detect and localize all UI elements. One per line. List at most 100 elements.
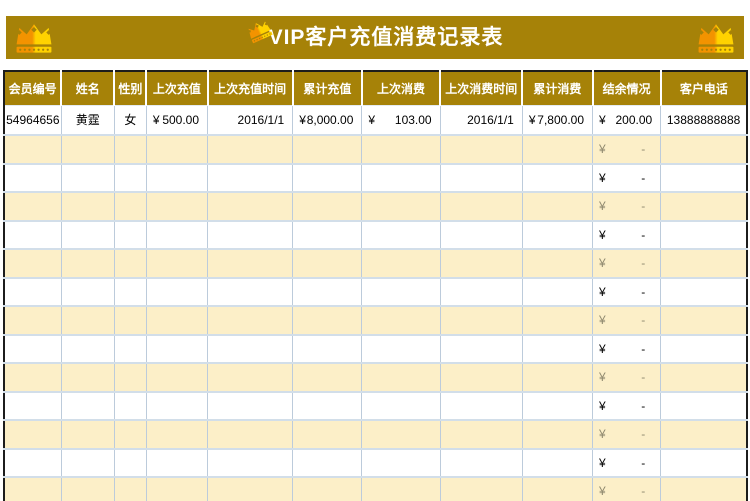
table-cell[interactable] [440,363,523,393]
table-cell[interactable]: ¥7,800.00 [522,105,594,136]
table-cell[interactable] [522,220,594,250]
table-cell[interactable] [292,391,363,421]
table-cell[interactable] [4,391,62,421]
column-header[interactable]: 客户电话 [660,71,747,106]
table-cell[interactable] [292,192,363,222]
table-cell[interactable] [292,477,363,501]
table-cell[interactable] [114,477,147,501]
table-cell[interactable] [440,220,523,250]
table-cell[interactable] [207,306,294,336]
table-cell[interactable] [4,334,62,364]
table-cell[interactable] [114,420,147,450]
table-cell[interactable] [440,306,523,336]
column-header[interactable]: 姓名 [61,71,116,106]
table-cell[interactable] [522,306,594,336]
table-cell[interactable] [61,220,115,250]
table-cell[interactable] [440,135,523,165]
table-cell[interactable]: 黄霆 [61,105,115,136]
table-cell[interactable] [4,163,62,193]
table-cell[interactable] [361,448,441,478]
table-cell[interactable] [146,163,209,193]
table-cell[interactable] [4,192,62,222]
table-cell[interactable] [440,420,523,450]
balance-cell[interactable]: ¥ - [592,249,662,279]
table-cell[interactable] [114,334,147,364]
table-cell[interactable] [440,477,523,501]
table-cell[interactable] [440,448,523,478]
table-cell[interactable] [660,363,747,393]
table-cell[interactable] [207,249,294,279]
table-cell[interactable] [522,277,594,307]
table-cell[interactable] [361,306,441,336]
table-cell[interactable] [292,448,363,478]
table-cell[interactable]: 13888888888 [660,105,747,136]
table-cell[interactable] [146,448,209,478]
table-cell[interactable] [4,249,62,279]
column-header[interactable]: 上次消费时间 [440,71,524,106]
table-cell[interactable]: 2016/1/1 [440,105,523,136]
table-cell[interactable] [522,420,594,450]
table-cell[interactable] [4,448,62,478]
table-cell[interactable] [61,135,115,165]
table-cell[interactable] [522,135,594,165]
table-cell[interactable] [4,477,62,501]
balance-cell[interactable]: ¥ - [592,306,662,336]
column-header[interactable]: 累计充值 [292,71,363,106]
table-cell[interactable]: 2016/1/1 [207,105,294,136]
table-cell[interactable] [207,363,294,393]
balance-cell[interactable]: ¥ - [592,135,662,165]
table-cell[interactable] [660,334,747,364]
table-cell[interactable] [207,391,294,421]
table-cell[interactable] [660,220,747,250]
column-header[interactable]: 上次消费 [361,71,442,106]
balance-cell[interactable]: ¥ - [592,334,662,364]
balance-cell[interactable]: ¥ - [592,163,662,193]
table-cell[interactable] [61,420,115,450]
table-cell[interactable] [292,220,363,250]
table-cell[interactable] [61,306,115,336]
table-cell[interactable] [4,420,62,450]
table-cell[interactable] [660,163,747,193]
table-cell[interactable] [207,277,294,307]
table-cell[interactable] [207,448,294,478]
table-cell[interactable] [146,192,209,222]
table-cell[interactable] [146,477,209,501]
table-cell[interactable]: 54964656 [4,105,62,136]
table-cell[interactable] [660,477,747,501]
table-cell[interactable] [522,163,594,193]
table-cell[interactable] [361,277,441,307]
table-cell[interactable] [522,391,594,421]
table-cell[interactable] [207,163,294,193]
table-cell[interactable] [4,135,62,165]
table-cell[interactable] [61,391,115,421]
table-cell[interactable] [114,135,147,165]
table-cell[interactable] [146,249,209,279]
table-cell[interactable] [361,363,441,393]
table-cell[interactable] [361,391,441,421]
table-cell[interactable] [292,163,363,193]
table-cell[interactable] [61,163,115,193]
table-cell[interactable] [207,477,294,501]
table-cell[interactable] [292,249,363,279]
table-cell[interactable] [522,192,594,222]
table-cell[interactable] [61,249,115,279]
table-cell[interactable] [114,220,147,250]
table-cell[interactable] [292,363,363,393]
table-cell[interactable] [114,249,147,279]
table-cell[interactable] [660,448,747,478]
column-header[interactable]: 上次充值 [146,71,209,106]
table-cell[interactable] [146,306,209,336]
balance-cell[interactable]: ¥ - [592,192,662,222]
table-cell[interactable] [146,277,209,307]
table-cell[interactable] [114,163,147,193]
table-cell[interactable] [660,135,747,165]
table-cell[interactable] [146,363,209,393]
table-cell[interactable] [361,477,441,501]
table-cell[interactable] [522,334,594,364]
table-cell[interactable] [61,277,115,307]
table-cell[interactable] [4,277,62,307]
table-cell[interactable] [660,306,747,336]
table-cell[interactable] [61,477,115,501]
table-cell[interactable] [114,306,147,336]
table-cell[interactable]: ¥500.00 [146,105,209,136]
